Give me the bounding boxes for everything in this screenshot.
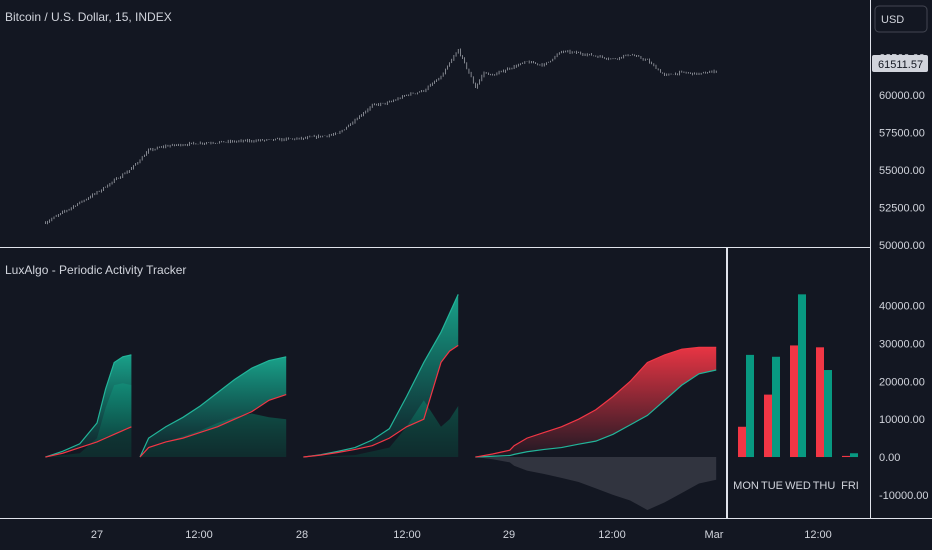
price-tick-label: 57500.00 — [879, 128, 925, 140]
indicator-tick-label: 20000.00 — [879, 376, 925, 388]
indicator-title: LuxAlgo - Periodic Activity Tracker — [5, 263, 186, 277]
net-activity-area — [475, 457, 717, 510]
weekday-bar-down — [790, 345, 798, 458]
weekday-bar-down — [764, 394, 772, 458]
price-tick-label: 52500.00 — [879, 203, 925, 215]
price-tick-label: 60000.00 — [879, 90, 925, 102]
down-activity-line — [303, 344, 459, 458]
indicator-pane[interactable]: LuxAlgo - Periodic Activity Tracker MON T… — [5, 263, 859, 510]
last-price-label: 61511.57 — [878, 59, 923, 71]
weekday-bar-up — [746, 354, 754, 458]
weekday-label: MON — [733, 480, 759, 492]
time-axis[interactable]: 27 12:00 28 12:00 29 12:00 Mar 12:00 — [91, 529, 832, 541]
weekday-bar-up — [772, 356, 780, 458]
weekday-label: WED — [785, 480, 811, 492]
weekday-bar-up — [824, 370, 832, 458]
down-activity-line — [45, 426, 132, 458]
weekday-bar-down — [816, 347, 824, 458]
net-activity-area — [303, 400, 459, 458]
up-activity-line — [303, 294, 459, 458]
weekday-bar-down — [842, 455, 850, 458]
weekday-label: THU — [813, 480, 836, 492]
activity-band — [140, 356, 287, 458]
up-activity-line — [45, 354, 132, 458]
price-axis[interactable]: USD 62500.0060000.0057500.0055000.005250… — [872, 5, 929, 502]
weekday-bar-up — [850, 453, 858, 458]
activity-band — [303, 294, 459, 458]
indicator-ticks: 40000.00 30000.00 20000.00 10000.00 0.00 -100… — [879, 301, 929, 502]
activity-band — [45, 354, 132, 458]
currency-button[interactable] — [874, 5, 928, 33]
time-tick-label: 12:00 — [598, 529, 626, 541]
time-tick-label: 12:00 — [804, 529, 832, 541]
weekday-bar-down — [738, 426, 746, 458]
price-pane[interactable]: Bitcoin / U.S. Dollar, 15, INDEX — [5, 10, 717, 225]
indicator-tick-label: 0.00 — [879, 452, 900, 464]
net-activity-area — [140, 413, 287, 458]
price-candles — [45, 48, 717, 225]
indicator-tick-label: -10000.00 — [879, 490, 929, 502]
time-tick-label: 28 — [296, 529, 308, 541]
up-activity-line — [475, 369, 717, 458]
up-activity-line — [139, 356, 287, 458]
down-activity-line — [475, 346, 717, 458]
indicator-tick-label: 30000.00 — [879, 339, 925, 351]
weekday-bars: MON TUE WED THU FRI — [733, 294, 859, 492]
price-tick-label: 50000.00 — [879, 240, 925, 252]
weekday-bar-up — [798, 294, 806, 458]
activity-areas — [45, 294, 717, 510]
down-activity-line — [139, 394, 287, 458]
time-tick-label: 12:00 — [393, 529, 421, 541]
weekday-label: FRI — [841, 480, 859, 492]
symbol-title: Bitcoin / U.S. Dollar, 15, INDEX — [5, 10, 172, 24]
weekday-label: TUE — [761, 480, 783, 492]
time-tick-label: 29 — [503, 529, 515, 541]
activity-band — [475, 347, 717, 458]
currency-label: USD — [881, 14, 904, 26]
time-tick-label: 27 — [91, 529, 103, 541]
price-tick-label: 55000.00 — [879, 165, 925, 177]
time-tick-label: Mar — [705, 529, 724, 541]
last-price-box — [872, 55, 928, 72]
indicator-tick-label: 40000.00 — [879, 301, 925, 313]
indicator-tick-label: 10000.00 — [879, 414, 925, 426]
time-tick-label: 12:00 — [185, 529, 213, 541]
price-ticks: 62500.0060000.0057500.0055000.0052500.00… — [879, 53, 925, 253]
